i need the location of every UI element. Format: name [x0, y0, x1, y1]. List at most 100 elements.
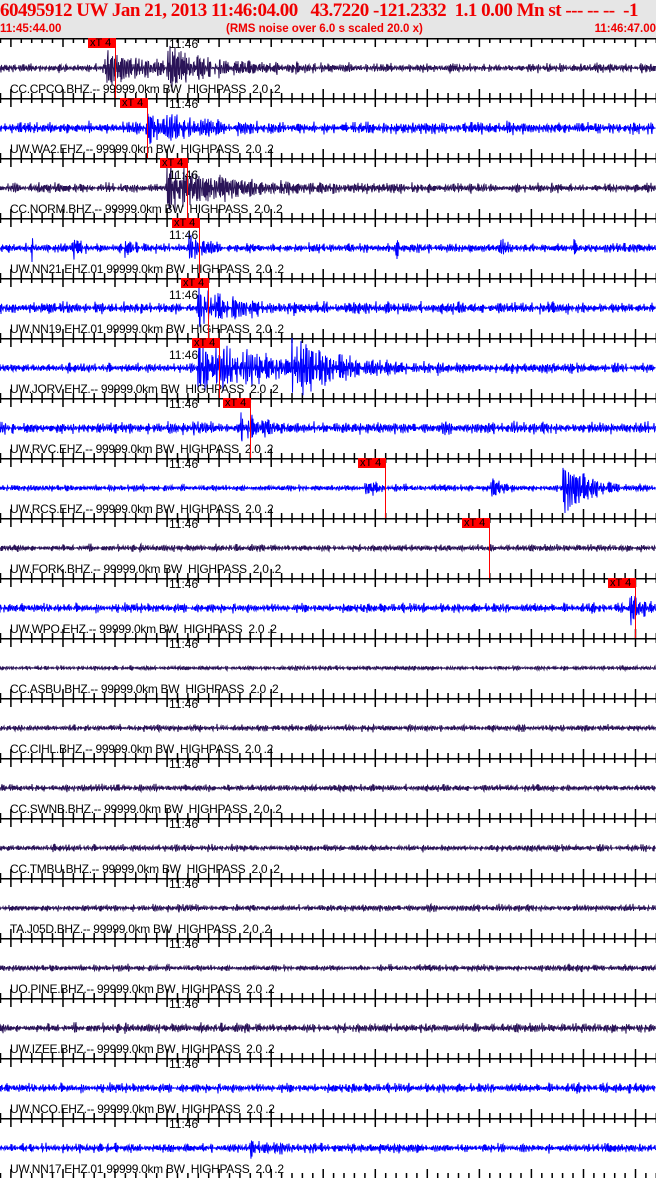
waveform-line	[0, 783, 656, 794]
trace-panel: 11:46 TA.J05D.BHZ.-- 99999.0km BW HIGHPAS…	[0, 878, 656, 938]
pick-line[interactable]	[385, 458, 386, 518]
minute-label: 11:46	[169, 397, 199, 411]
trace-panel: 11:46 CC.CIHL.BHZ.-- 99999.0km BW HIGHPAS…	[0, 698, 656, 758]
time-ticks	[0, 218, 656, 278]
trace-panel: 11:46 UW.RVC.EHZ.-- 99999.0km BW HIGHPASS…	[0, 398, 656, 458]
waveform-line	[0, 285, 656, 328]
station-label: CC.TMBU.BHZ.-- 99999.0km BW HIGHPASS 2.0…	[10, 862, 280, 876]
pick-line[interactable]	[199, 218, 200, 278]
pick-line[interactable]	[250, 398, 251, 458]
trace-panel: 11:46 CC.TMBU.BHZ.-- 99999.0km BW HIGHPAS…	[0, 818, 656, 878]
pick-line[interactable]	[115, 38, 116, 98]
station-label: UW.NN17.EHZ.01 99999.0km BW HIGHPASS 2.0…	[10, 1162, 284, 1176]
station-label: UW.NN19.EHZ.01 99999.0km BW HIGHPASS 2.0…	[10, 322, 284, 336]
waveform-line	[0, 902, 656, 913]
event-title: 60495912 UW Jan 21, 2013 11:46:04.00 43.…	[0, 0, 638, 21]
waveform	[0, 938, 656, 998]
time-ticks	[0, 578, 656, 638]
minute-label: 11:46	[169, 168, 199, 182]
waveform	[0, 38, 656, 98]
trace-panel: 11:46 UW.NN19.EHZ.01 99999.0km BW HIGHPAS…	[0, 278, 656, 338]
trace-panel: 11:46 UW.NN17.EHZ.01 99999.0km BW HIGHPAS…	[0, 1118, 656, 1178]
pick-marker[interactable]: xT 4	[192, 338, 219, 349]
minute-label: 11:46	[169, 817, 199, 831]
minute-label: 11:46	[169, 997, 199, 1011]
pick-marker[interactable]: xT 4	[181, 278, 208, 289]
waveform-line	[0, 338, 656, 396]
pick-marker[interactable]: xT 4	[88, 38, 115, 49]
pick-line[interactable]	[219, 338, 220, 398]
pick-marker[interactable]: xT 4	[462, 518, 489, 529]
waveform-line	[0, 542, 656, 553]
waveform-line	[0, 412, 656, 442]
time-ticks	[0, 638, 656, 698]
pick-line[interactable]	[187, 158, 188, 218]
waveform	[0, 1058, 656, 1118]
pick-line[interactable]	[489, 518, 490, 578]
time-ticks	[0, 698, 656, 758]
event-header: 60495912 UW Jan 21, 2013 11:46:04.00 43.…	[0, 0, 656, 38]
minute-label: 11:46	[169, 697, 199, 711]
station-label: UW.WPO.EHZ.-- 99999.0km BW HIGHPASS 2.0 …	[10, 622, 277, 636]
time-ticks	[0, 878, 656, 938]
time-ticks	[0, 278, 656, 338]
waveform-line	[0, 1022, 656, 1034]
minute-label: 11:46	[169, 517, 199, 531]
trace-panel: 11:46 UW.NN21.EHZ.01 99999.0km BW HIGHPAS…	[0, 218, 656, 278]
waveform-line	[0, 595, 656, 626]
waveform-line	[0, 1081, 656, 1094]
station-label: CC.CIHL.BHZ.-- 99999.0km BW HIGHPASS 2.0…	[10, 742, 274, 756]
station-label: UW.FORK.BHZ.-- 99999.0km BW HIGHPASS 2.0…	[10, 562, 282, 576]
station-label: UW.NCO.EHZ.-- 99999.0km BW HIGHPASS 2.0 …	[10, 1102, 275, 1116]
waveform-line	[0, 232, 656, 263]
minute-label: 11:46	[169, 937, 199, 951]
pick-marker[interactable]: xT 4	[223, 398, 250, 409]
trace-panel: 11:46 UW.FORK.BHZ.-- 99999.0km BW HIGHPAS…	[0, 518, 656, 578]
station-label: UW.JORV.EHZ.-- 99999.0km BW HIGHPASS 2.0…	[10, 382, 279, 396]
end-time: 11:46:47.00	[594, 23, 656, 35]
waveform	[0, 698, 656, 758]
minute-label: 11:46	[169, 37, 199, 51]
minute-label: 11:46	[169, 457, 199, 471]
waveform-line	[0, 467, 656, 514]
pick-marker[interactable]: xT 4	[358, 458, 385, 469]
station-label: UW.WA2.EHZ.-- 99999.0km BW HIGHPASS 2.0 …	[10, 142, 274, 156]
time-ticks	[0, 98, 656, 158]
time-ticks	[0, 998, 656, 1058]
time-ticks	[0, 38, 656, 98]
waveform	[0, 1118, 656, 1178]
waveform	[0, 758, 656, 818]
waveform-line	[0, 45, 656, 92]
pick-line[interactable]	[208, 278, 209, 338]
waveform	[0, 638, 656, 698]
time-ticks	[0, 758, 656, 818]
time-ticks	[0, 158, 656, 218]
trace-panel: 11:46 UW.JORV.EHZ.-- 99999.0km BW HIGHPAS…	[0, 338, 656, 398]
pick-marker[interactable]: xT 4	[172, 218, 199, 229]
pick-marker[interactable]: xT 4	[608, 578, 635, 589]
waveform-line	[0, 1140, 656, 1159]
waveform	[0, 878, 656, 938]
time-ticks	[0, 818, 656, 878]
waveform	[0, 98, 656, 158]
waveform-line	[0, 113, 656, 145]
station-label: UW.RVC.EHZ.-- 99999.0km BW HIGHPASS 2.0 …	[10, 442, 274, 456]
trace-panel: 11:46 UW.WA2.EHZ.-- 99999.0km BW HIGHPASS…	[0, 98, 656, 158]
pick-marker[interactable]: xT 4	[160, 158, 187, 169]
station-label: CC.ASBU.BHZ.-- 99999.0km BW HIGHPASS 2.0…	[10, 682, 279, 696]
station-label: UW.IZEE.BHZ.-- 99999.0km BW HIGHPASS 2.0…	[10, 1042, 275, 1056]
waveform-line	[0, 843, 656, 853]
start-time: 11:45:44.00	[0, 23, 62, 35]
time-ticks	[0, 1058, 656, 1118]
waveform-line	[0, 664, 656, 673]
waveform	[0, 158, 656, 218]
trace-panel: 11:46 UW.WPO.EHZ.-- 99999.0km BW HIGHPASS…	[0, 578, 656, 638]
trace-panel: 11:46 CC.SWNB.BHZ.-- 99999.0km BW HIGHPAS…	[0, 758, 656, 818]
pick-line[interactable]	[635, 578, 636, 638]
pick-line[interactable]	[147, 98, 148, 158]
waveform-line	[0, 963, 656, 973]
station-label: CC.CPCO.BHZ.-- 99999.0km BW HIGHPASS 2.0…	[10, 82, 281, 96]
station-label: UO.PINE.BHZ.-- 99999.0km BW HIGHPASS 2.0…	[10, 982, 275, 996]
pick-marker[interactable]: xT 4	[120, 98, 147, 109]
waveform	[0, 218, 656, 278]
